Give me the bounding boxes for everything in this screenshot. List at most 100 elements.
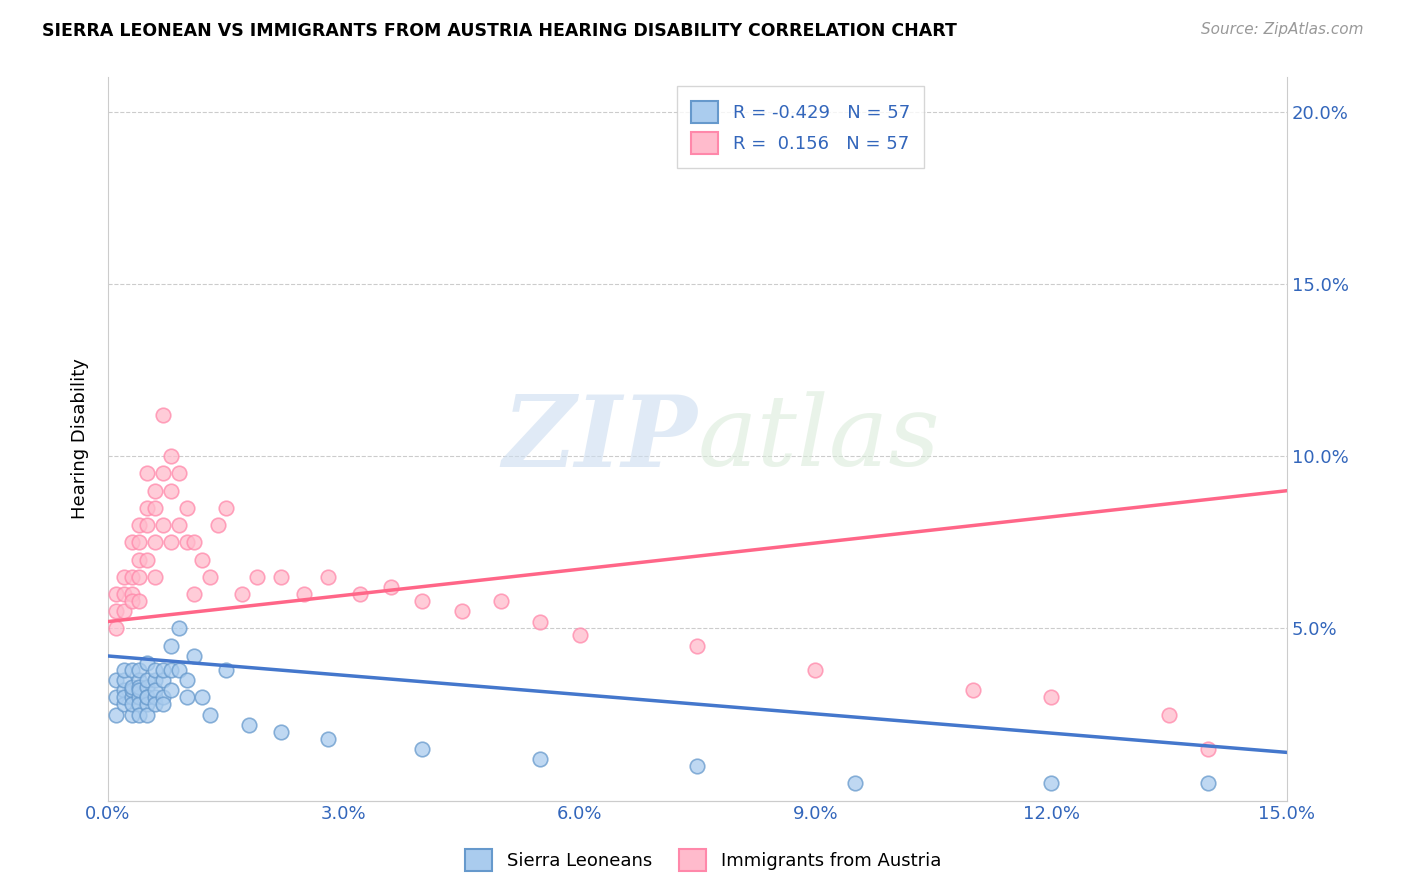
Point [152,673,174,687]
Point [128,535,150,549]
Point [104,707,127,722]
Point [128,594,150,608]
Point [136,690,159,705]
Point [167,622,190,636]
Point [152,467,174,481]
Point [121,690,143,705]
Point [160,483,183,498]
Point [121,594,143,608]
Point [104,622,127,636]
Point [143,500,166,515]
Text: SIERRA LEONEAN VS IMMIGRANTS FROM AUSTRIA HEARING DISABILITY CORRELATION CHART: SIERRA LEONEAN VS IMMIGRANTS FROM AUSTRI… [42,22,957,40]
Text: atlas: atlas [697,392,941,487]
Point [128,697,150,711]
Point [121,570,143,584]
Point [128,518,150,533]
Point [121,535,143,549]
Point [1157,707,1180,722]
Point [136,467,159,481]
Point [128,552,150,566]
Point [804,663,827,677]
Point [411,594,433,608]
Point [128,570,150,584]
Point [136,552,159,566]
Point [121,680,143,694]
Point [121,587,143,601]
Point [198,570,221,584]
Point [489,594,512,608]
Point [152,690,174,705]
Point [128,673,150,687]
Point [183,587,205,601]
Point [104,587,127,601]
Point [270,570,292,584]
Point [143,690,166,705]
Point [160,683,183,698]
Point [246,570,269,584]
Point [143,683,166,698]
Point [1040,776,1063,790]
Point [143,570,166,584]
Point [160,449,183,463]
Text: ZIP: ZIP [502,391,697,487]
Point [143,483,166,498]
Point [128,707,150,722]
Point [962,683,984,698]
Point [1197,742,1219,756]
Point [380,580,402,594]
Point [294,587,316,601]
Point [143,697,166,711]
Point [231,587,253,601]
Point [207,518,229,533]
Point [104,604,127,618]
Text: Source: ZipAtlas.com: Source: ZipAtlas.com [1201,22,1364,37]
Point [152,663,174,677]
Point [191,690,214,705]
Point [568,628,591,642]
Point [112,587,135,601]
Point [316,731,339,746]
Point [686,759,709,773]
Point [121,683,143,698]
Point [112,663,135,677]
Point [152,408,174,422]
Point [349,587,371,601]
Point [143,535,166,549]
Point [152,518,174,533]
Point [215,500,238,515]
Point [143,663,166,677]
Point [183,535,205,549]
Point [143,673,166,687]
Point [104,673,127,687]
Point [104,690,127,705]
Point [112,604,135,618]
Point [136,518,159,533]
Point [128,663,150,677]
Point [136,697,159,711]
Point [198,707,221,722]
Point [160,535,183,549]
Point [450,604,472,618]
Point [160,639,183,653]
Point [112,570,135,584]
Point [167,663,190,677]
Point [136,656,159,670]
Point [1197,776,1219,790]
Point [183,648,205,663]
Point [176,535,198,549]
Point [121,697,143,711]
Point [136,500,159,515]
Point [215,663,238,677]
Point [411,742,433,756]
Point [167,518,190,533]
Point [270,724,292,739]
Point [176,690,198,705]
Point [152,697,174,711]
Point [1040,690,1063,705]
Point [136,690,159,705]
Y-axis label: Hearing Disability: Hearing Disability [72,359,89,519]
Point [316,570,339,584]
Legend: R = -0.429   N = 57, R =  0.156   N = 57: R = -0.429 N = 57, R = 0.156 N = 57 [676,87,924,169]
Point [686,639,709,653]
Point [529,752,551,766]
